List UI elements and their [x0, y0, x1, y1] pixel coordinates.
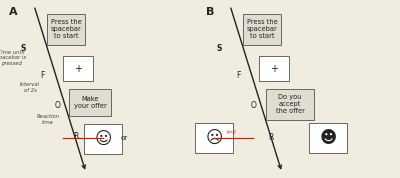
Text: Interval
of 2s: Interval of 2s	[20, 82, 40, 93]
Text: or: or	[120, 135, 128, 141]
Bar	[63, 56, 93, 81]
Text: ☺: ☺	[94, 130, 112, 148]
Bar	[195, 123, 233, 153]
Text: Do you
accept
the offer: Do you accept the offer	[276, 94, 304, 114]
Text: F: F	[236, 71, 240, 80]
Text: B: B	[206, 7, 214, 17]
Text: R: R	[73, 132, 79, 141]
Bar	[309, 123, 347, 153]
Text: O: O	[54, 101, 60, 109]
Text: F: F	[40, 71, 44, 80]
Text: A: A	[9, 7, 18, 17]
Bar	[266, 89, 314, 120]
Text: Time until
spacebar is
pressed: Time until spacebar is pressed	[0, 49, 26, 66]
Text: Reaction
time: Reaction time	[36, 114, 60, 125]
Text: S: S	[216, 44, 222, 53]
Text: Make
your offer: Make your offer	[74, 96, 106, 109]
Text: +: +	[270, 64, 278, 74]
Text: O: O	[250, 101, 256, 110]
Text: S: S	[20, 44, 26, 53]
Bar	[84, 124, 122, 153]
Text: R: R	[268, 134, 274, 142]
Text: +: +	[74, 64, 82, 74]
Bar	[243, 14, 281, 45]
Bar	[259, 56, 289, 81]
Text: t=0: t=0	[226, 130, 236, 135]
Text: ☻: ☻	[319, 129, 337, 147]
Text: Press the
spacebar
to start: Press the spacebar to start	[51, 19, 81, 39]
Text: Press the
spacebar
to start: Press the spacebar to start	[247, 19, 277, 39]
Text: ☹: ☹	[205, 129, 223, 147]
Bar	[47, 14, 85, 45]
Bar	[69, 89, 111, 116]
